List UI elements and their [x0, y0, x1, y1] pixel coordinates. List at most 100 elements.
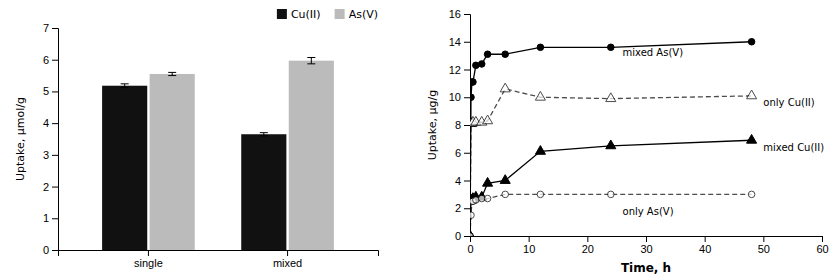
tick: 4: [43, 117, 58, 129]
tick: 60: [816, 236, 828, 255]
point: [470, 212, 474, 219]
tick-label: 20: [582, 243, 594, 255]
tick-label: 50: [758, 243, 770, 255]
tick-mark: [464, 97, 470, 98]
tick-label: 6: [43, 54, 49, 66]
tick: 0: [43, 244, 58, 256]
tick: 6: [455, 147, 470, 159]
tick-label: 6: [455, 147, 461, 159]
tick-mark: [464, 153, 470, 154]
tick-mark: [529, 236, 530, 242]
x-axis: single mixed: [59, 250, 379, 269]
tick: mixed: [273, 250, 302, 269]
tick-mark: [763, 236, 764, 242]
point: [470, 94, 474, 101]
bars: [102, 57, 334, 250]
point: [748, 38, 755, 45]
tick-label: single: [134, 257, 163, 269]
point: [537, 191, 544, 198]
tick: 10: [523, 236, 535, 255]
error-cap: [307, 63, 315, 64]
point: [535, 146, 545, 155]
line: [470, 194, 752, 236]
point: [606, 93, 616, 102]
tick: single: [134, 250, 163, 269]
error-bar: [260, 133, 268, 136]
tick-mark: [470, 236, 471, 242]
tick: 14: [449, 36, 470, 48]
point: [483, 115, 493, 124]
tick-label: 10: [449, 91, 461, 103]
tick-label: 14: [449, 36, 461, 48]
error-cap: [121, 87, 129, 88]
tick: 4: [455, 175, 470, 187]
tick: 10: [449, 91, 470, 103]
point: [537, 44, 544, 51]
tick: 1: [43, 212, 58, 224]
line: [470, 42, 752, 236]
tick-mark: [464, 236, 470, 237]
tick-label: 40: [699, 243, 711, 255]
x-axis: 0 10 20 30 40 50 60: [467, 236, 828, 255]
tick: 7: [43, 22, 58, 34]
annotation: mixed As(V): [623, 47, 684, 58]
point: [606, 140, 616, 149]
point: [478, 61, 485, 68]
y-axis-title: Uptake, μmol/g: [14, 97, 27, 181]
point: [470, 233, 473, 236]
axis-line: [464, 15, 471, 237]
tick: 12: [449, 64, 470, 76]
tick: 16: [449, 8, 470, 20]
point: [502, 51, 509, 58]
point: [535, 91, 545, 100]
tick-mark: [148, 250, 149, 256]
tick: 50: [758, 236, 770, 255]
point: [502, 191, 509, 198]
annotation: mixed Cu(II): [763, 142, 824, 153]
tick-mark: [464, 42, 470, 43]
tick: 0: [467, 236, 473, 255]
error-line: [311, 57, 312, 63]
error-bar: [121, 84, 129, 88]
error-cap: [307, 57, 315, 58]
figure: 01234567singlemixedUptake, μmol/gCu(II)A…: [0, 0, 836, 279]
tick-mark: [52, 91, 58, 92]
tick-label: 0: [467, 243, 473, 255]
error-line: [124, 84, 125, 88]
tick-mark: [464, 70, 470, 71]
error-cap: [121, 83, 129, 84]
line: [470, 89, 752, 236]
point: [500, 83, 510, 92]
tick-label: 8: [455, 119, 461, 131]
tick-label: 7: [43, 22, 49, 34]
annotation: only Cu(II): [763, 97, 814, 108]
error-cap: [260, 132, 268, 133]
tick-mark: [822, 236, 823, 242]
tick-label: 10: [523, 243, 535, 255]
point: [470, 233, 473, 236]
y-axis: 01234567: [43, 22, 59, 256]
markers: [470, 38, 755, 236]
point: [748, 191, 755, 198]
point: [484, 195, 491, 202]
tick-label: 2: [455, 202, 461, 214]
tick-mark: [705, 236, 706, 242]
tick-label: 30: [640, 243, 652, 255]
error-cap: [260, 135, 268, 136]
point: [500, 175, 510, 184]
tick-mark: [52, 218, 58, 219]
tick-label: 60: [816, 243, 828, 255]
tick: 3: [43, 149, 58, 161]
series-group: [470, 38, 757, 236]
legend-item: As(V): [335, 8, 378, 21]
y-axis-title: Uptake, μg/g: [426, 90, 439, 161]
tick: 20: [582, 236, 594, 255]
tick: 40: [699, 236, 711, 255]
tick-mark: [287, 250, 288, 256]
bar-chart: 01234567singlemixedUptake, μmol/gCu(II)A…: [14, 8, 379, 269]
tick-label: 5: [43, 85, 49, 97]
tick-label: 4: [43, 117, 49, 129]
axis-line: [52, 29, 59, 251]
tick: 0: [455, 230, 470, 242]
point: [608, 44, 615, 51]
